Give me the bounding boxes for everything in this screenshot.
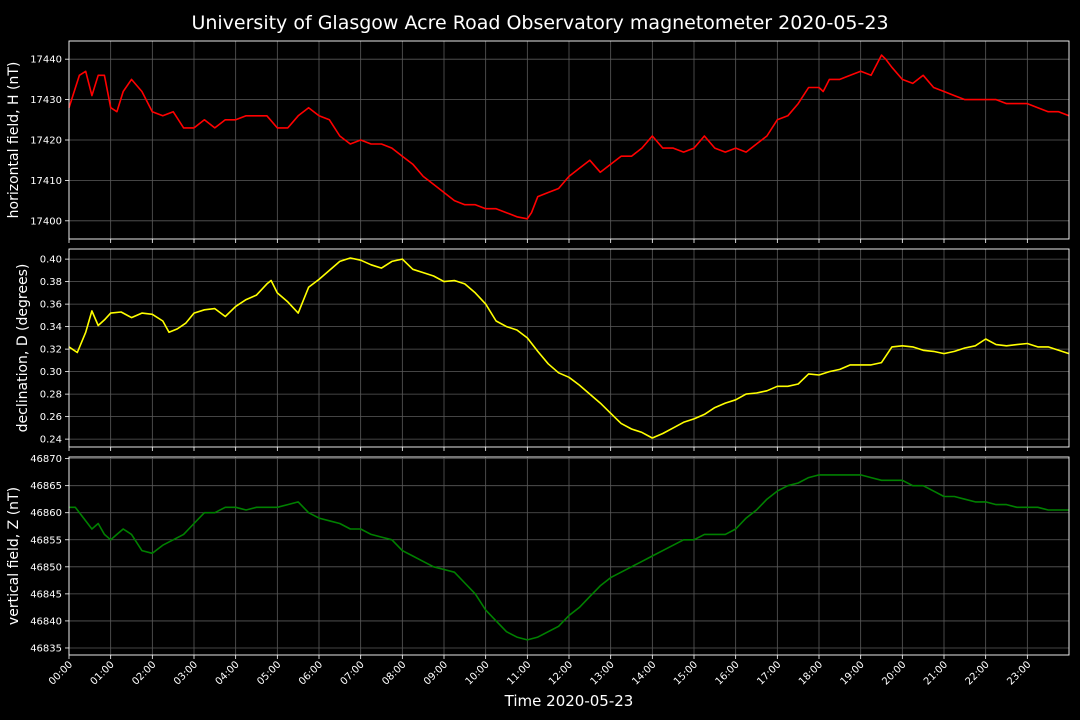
panel-d: 0.24 0.26 0.28 0.30 0.32 0.34 0.36 0.38 0.40 decl… xyxy=(15,248,1070,451)
y-tick-label: 17410 xyxy=(30,176,62,187)
x-axis-label: Time 2020-05-23 xyxy=(504,692,634,710)
series-line-z xyxy=(69,474,1069,641)
series-line-h xyxy=(68,54,1070,220)
y-tick-label: 17420 xyxy=(30,136,62,147)
y-tick-label: 46865 xyxy=(30,481,62,492)
y-tick-label: 46835 xyxy=(30,643,62,654)
y-tick-label: 0.32 xyxy=(40,345,62,356)
y-tick-label: 0.40 xyxy=(40,255,62,266)
plot-frame-h xyxy=(68,40,1070,240)
y-tick-label: 46860 xyxy=(30,508,62,519)
y-axis-label-z: vertical field, Z (nT) xyxy=(6,487,22,625)
y-tick-label: 17400 xyxy=(30,216,62,227)
y-tick-label: 46850 xyxy=(30,562,62,573)
y-tick-label: 0.26 xyxy=(40,412,62,423)
y-tick-label: 46840 xyxy=(30,616,62,627)
panel-h: 17400 17410 17420 17430 17440 horizontal fiel… xyxy=(6,40,1070,243)
y-tick-label: 0.30 xyxy=(40,367,62,378)
plot-frame-d xyxy=(68,248,1070,448)
y-tick-label: 46845 xyxy=(30,589,62,600)
y-tick-label: 46855 xyxy=(30,535,62,546)
panel-z: 46835 46840 46845 46850 46855 46860 46865 46870… xyxy=(6,454,1070,688)
series-line-d xyxy=(68,257,1070,439)
y-tick-label: 17440 xyxy=(30,55,62,66)
y-tick-label: 0.28 xyxy=(40,390,62,401)
y-tick-label: 0.36 xyxy=(40,300,62,311)
chart-panels: 17400 17410 17420 17430 17440 horizontal fiel… xyxy=(6,40,1070,688)
y-tick-label: 46870 xyxy=(30,454,62,465)
plot-frame-z xyxy=(68,456,1070,656)
y-tick-label: 17430 xyxy=(30,95,62,106)
y-tick-label: 0.24 xyxy=(40,435,62,446)
chart-title: University of Glasgow Acre Road Observat… xyxy=(191,12,888,34)
y-tick-label: 0.38 xyxy=(40,277,62,288)
y-axis-label-d: declination, D (degrees) xyxy=(15,264,31,433)
y-tick-label: 0.34 xyxy=(40,322,62,333)
y-axis-label-h: horizontal field, H (nT) xyxy=(6,62,22,219)
